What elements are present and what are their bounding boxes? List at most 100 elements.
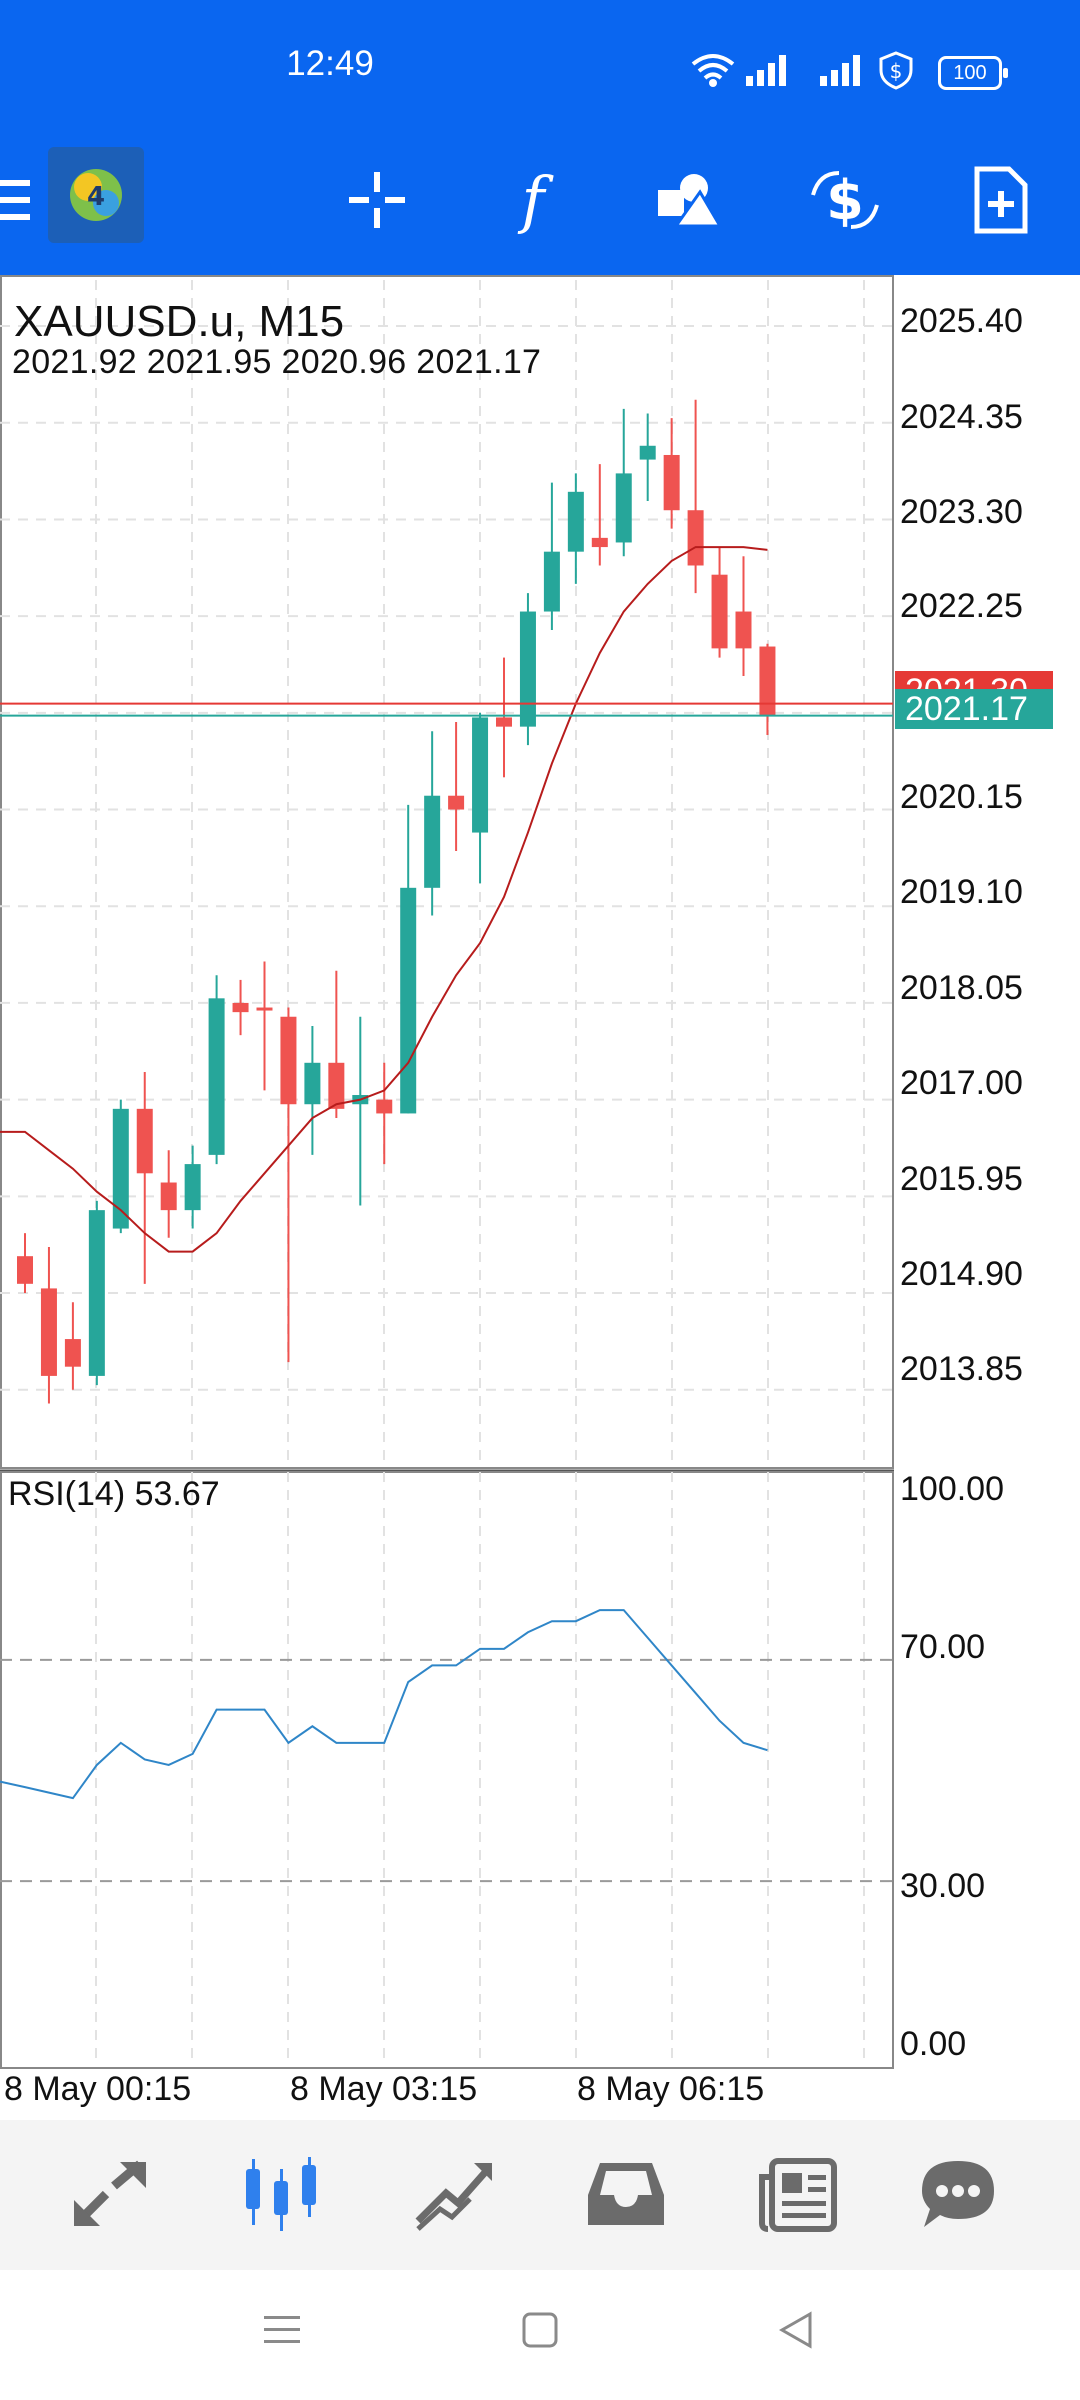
price-axis-label: 2013.85 (900, 1350, 1023, 1388)
candle-body (687, 510, 704, 566)
candle-body (639, 445, 656, 460)
candle-body (663, 454, 680, 511)
time-axis-label: 8 May 03:15 (290, 2070, 478, 2108)
svg-text:4: 4 (87, 182, 105, 212)
currency-icon: $ (811, 169, 879, 232)
chart-icon (246, 2157, 316, 2231)
candle-body (88, 1210, 105, 1376)
objects-button[interactable] (644, 155, 734, 245)
bid-price-tag: 2021.17 (895, 689, 1053, 729)
rsi-axis-label: 30.00 (900, 1867, 986, 1905)
price-axis-label: 2014.90 (900, 1255, 1023, 1293)
app-logo[interactable]: 4 (48, 147, 144, 243)
candle-body (519, 611, 536, 727)
system-nav-bar (0, 2270, 1080, 2400)
price-axis-label: 2024.35 (900, 398, 1023, 436)
candle-body (184, 1164, 201, 1211)
svg-text:$: $ (826, 169, 864, 232)
price-axis-label: 2018.05 (900, 969, 1023, 1007)
candle-body (543, 551, 560, 612)
recent-apps-icon[interactable] (262, 2310, 302, 2350)
price-pane-frame (0, 275, 894, 1469)
menu-icon[interactable] (0, 178, 34, 222)
battery-icon: 100 (938, 56, 1008, 90)
chart-area[interactable]: XAUUSD.u, M15 2021.92 2021.95 2020.96 20… (0, 275, 1080, 2108)
candle-body (17, 1256, 33, 1284)
trade-icon (415, 2163, 492, 2231)
candle-body (160, 1182, 177, 1211)
candle-body (208, 998, 225, 1155)
candle-body (328, 1062, 345, 1109)
time-axis-label: 8 May 06:15 (577, 2070, 765, 2108)
function-icon: f (518, 165, 555, 235)
nav-trade[interactable] (404, 2150, 504, 2240)
nav-history[interactable] (576, 2150, 676, 2240)
candle-body (472, 717, 489, 833)
price-axis-label: 2015.95 (900, 1160, 1023, 1198)
candle-body (448, 795, 465, 810)
nav-news[interactable] (748, 2150, 848, 2240)
status-bar: 12:49 $ 100 (0, 0, 1080, 125)
signal-icon (820, 55, 860, 86)
candle-body (591, 537, 608, 548)
quotes-icon (74, 2160, 146, 2226)
candle-body (64, 1339, 81, 1367)
inbox-icon (588, 2163, 664, 2225)
svg-text:f: f (518, 165, 555, 235)
back-icon[interactable] (776, 2310, 816, 2350)
price-axis-label: 2020.15 (900, 778, 1023, 816)
rsi-pane-frame (0, 1471, 894, 2069)
candle-body (280, 1016, 297, 1105)
crosshair-button[interactable] (332, 155, 422, 245)
signal-icon (746, 55, 786, 86)
rsi-axis-label: 100.00 (900, 1470, 1004, 1508)
crosshair-icon (349, 172, 405, 228)
status-time: 12:49 (286, 44, 374, 83)
trade-button[interactable]: $ (800, 155, 890, 245)
candle-body (40, 1288, 57, 1376)
rsi-axis-label: 0.00 (900, 2025, 967, 2063)
candle-body (711, 574, 728, 649)
home-icon[interactable] (520, 2310, 560, 2350)
main-toolbar: 4 f $ (0, 125, 1080, 275)
candle-body (304, 1062, 321, 1105)
bottom-nav (0, 2120, 1080, 2270)
rsi-axis-label: 70.00 (900, 1628, 986, 1666)
rsi-line (0, 1609, 768, 1800)
svg-text:$: $ (890, 59, 903, 83)
candle-body (136, 1108, 153, 1174)
wifi-icon (691, 54, 735, 87)
candle-body (735, 611, 752, 649)
price-axis-label: 2022.25 (900, 587, 1023, 625)
price-axis-label: 2017.00 (900, 1064, 1023, 1102)
price-axis-label: 2025.40 (900, 302, 1023, 340)
shield-icon: $ (879, 51, 913, 90)
candle-body (615, 473, 632, 543)
chart-symbol-title: XAUUSD.u, M15 (14, 297, 345, 346)
candle-body (400, 887, 417, 1114)
price-axis-label: 2023.30 (900, 493, 1023, 531)
candle-body (232, 1002, 249, 1013)
candle-body (376, 1099, 393, 1114)
candle-body (112, 1108, 129, 1229)
nav-quotes[interactable] (60, 2150, 160, 2240)
rsi-label: RSI(14) 53.67 (8, 1475, 220, 1513)
candle-body (496, 717, 512, 727)
nav-chat[interactable] (908, 2150, 1008, 2240)
new-order-button[interactable] (956, 155, 1046, 245)
chart-canvas[interactable] (0, 275, 1080, 2080)
candle-body (759, 646, 776, 716)
nav-chart[interactable] (232, 2150, 332, 2240)
chat-icon (922, 2161, 994, 2227)
news-icon (759, 2158, 837, 2232)
chart-ohlc: 2021.92 2021.95 2020.96 2021.17 (12, 343, 542, 381)
new-order-icon (974, 166, 1028, 234)
candle-body (567, 491, 584, 552)
time-axis-label: 8 May 00:15 (4, 2070, 192, 2108)
moving-average-line (0, 546, 768, 1253)
candle-body (424, 795, 441, 888)
indicators-button[interactable]: f (488, 155, 578, 245)
candle-body (256, 1007, 273, 1011)
objects-icon (658, 174, 723, 228)
price-axis-label: 2019.10 (900, 873, 1023, 911)
